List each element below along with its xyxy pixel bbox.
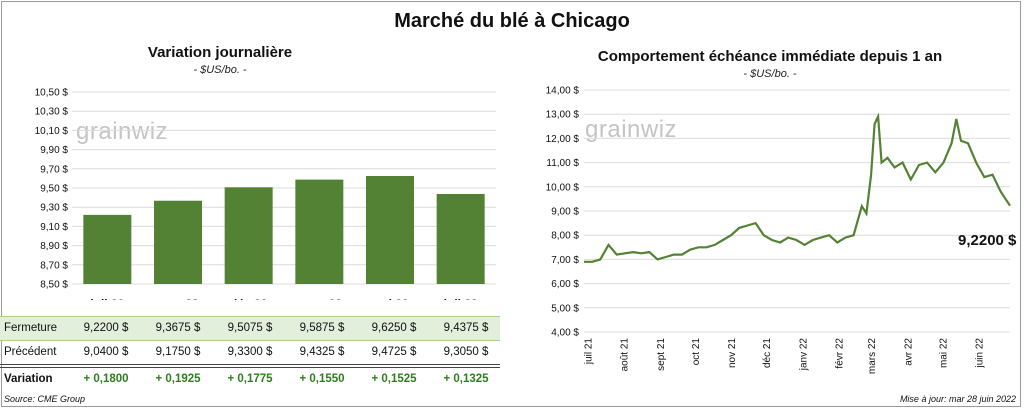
line-y-tick-label: 14,00 $ — [546, 86, 580, 97]
line-y-tick-label: 7,00 $ — [551, 255, 579, 266]
line-y-tick-label: 11,00 $ — [546, 158, 579, 169]
left-watermark: grainwiz — [76, 118, 169, 145]
line-x-tick-label: nov 21 — [727, 338, 738, 368]
variation-cell: + 0,1925 — [155, 373, 201, 385]
bar-category-label: juil 23 — [443, 297, 478, 300]
bar-y-tick-label: 8,50 $ — [40, 280, 68, 291]
main-title: Marché du blé à Chicago — [394, 10, 630, 32]
price-line — [584, 112, 1011, 263]
line-x-tick-label: mai 22 — [938, 338, 949, 368]
close-cell: 9,4375 $ — [443, 322, 489, 334]
line-x-tick-label: juil 21 — [584, 338, 595, 366]
bar — [83, 214, 132, 284]
line-y-tick-label: 8,00 $ — [551, 231, 579, 242]
left-panel-title: Variation journalière — [147, 44, 293, 61]
line-x-tick-label: avr 22 — [903, 338, 914, 366]
update-note: Mise à jour: mar 28 juin 2022 — [899, 394, 1016, 404]
bar-category-label: mai 23 — [371, 297, 409, 300]
variation-cell: + 0,1550 — [299, 373, 345, 385]
variation-row: Variation + 0,1800 + 0,1925 + 0,1775 + 0… — [0, 367, 500, 391]
previous-cell: 9,0400 $ — [83, 346, 129, 358]
close-row: Fermeture 9,2200 $ 9,3675 $ 9,5075 $ 9,5… — [0, 316, 500, 341]
variation-label: Variation — [4, 373, 53, 385]
bar-chart: 10,50 $ 10,30 $ 10,10 $ 9,90 $ 9,70 $ 9,50 $ 9… — [35, 88, 496, 300]
variation-cell: + 0,1525 — [371, 373, 417, 385]
line-x-tick-label: janv 22 — [798, 338, 809, 372]
previous-cell: 9,3050 $ — [443, 346, 489, 358]
line-y-tick-label: 13,00 $ — [546, 110, 580, 121]
line-y-tick-label: 6,00 $ — [551, 279, 579, 290]
bar-category-label: sept 22 — [157, 297, 199, 300]
previous-cell: 9,4325 $ — [299, 346, 345, 358]
bar-y-tick-label: 9,70 $ — [40, 164, 68, 175]
line-chart: 14,00 $ 13,00 $ 12,00 $ 11,00 $ 10,00 $ 9,00 … — [546, 86, 1011, 375]
line-x-tick-label: mars 22 — [867, 338, 878, 375]
close-cell: 9,5075 $ — [227, 322, 273, 334]
bar-y-tick-label: 10,30 $ — [35, 107, 69, 118]
line-y-tick-label: 5,00 $ — [551, 303, 579, 314]
bar-y-tick-label: 9,30 $ — [40, 203, 68, 214]
bar-category-label: mars 23 — [297, 297, 343, 300]
bar-category-label: juil 22 — [89, 297, 124, 300]
line-x-tick-label: juin 22 — [974, 338, 985, 369]
line-y-tick-label: 10,00 $ — [546, 182, 580, 193]
close-cell: 9,5875 $ — [299, 322, 345, 334]
line-x-tick-label: août 21 — [620, 338, 631, 372]
bar-y-tick-label: 10,50 $ — [35, 88, 69, 99]
bar — [436, 194, 485, 284]
bar-y-tick-label: 9,10 $ — [40, 222, 68, 233]
source-note: Source: CME Group — [4, 394, 86, 404]
right-unit: - $US/bo. - — [743, 68, 797, 80]
previous-label: Précédent — [4, 346, 57, 358]
bar-y-tick-label: 8,70 $ — [40, 260, 68, 271]
line-x-tick-label: févr 22 — [834, 338, 845, 369]
previous-cell: 9,1750 $ — [155, 346, 201, 358]
close-label: Fermeture — [4, 322, 58, 334]
variation-cell: + 0,1325 — [443, 373, 489, 385]
bar-y-tick-label: 10,10 $ — [35, 126, 69, 137]
close-cell: 9,2200 $ — [83, 322, 129, 334]
close-cell: 9,6250 $ — [371, 322, 417, 334]
bar — [154, 200, 202, 284]
line-y-tick-label: 12,00 $ — [546, 134, 580, 145]
bar-y-tick-label: 9,90 $ — [40, 145, 68, 156]
line-x-tick-label: oct 21 — [691, 338, 702, 366]
bar-category-label: déc 22 — [230, 297, 268, 300]
bar — [224, 187, 273, 284]
bar — [366, 176, 414, 284]
left-unit: - $US/bo. - — [193, 64, 247, 76]
previous-row: Précédent 9,0400 $ 9,1750 $ 9,3300 $ 9,4… — [0, 341, 500, 365]
previous-cell: 9,4725 $ — [371, 346, 417, 358]
line-y-tick-label: 9,00 $ — [551, 207, 579, 218]
right-panel-title: Comportement échéance immédiate depuis 1… — [597, 48, 943, 65]
previous-cell: 9,3300 $ — [227, 346, 273, 358]
bar-y-tick-label: 8,90 $ — [40, 241, 68, 252]
close-cell: 9,3675 $ — [155, 322, 201, 334]
line-x-tick-label: sept 21 — [656, 338, 667, 371]
last-value-label: 9,2200 $ — [958, 232, 1017, 249]
bar-y-tick-label: 9,50 $ — [40, 184, 68, 195]
bar — [295, 179, 344, 284]
line-x-tick-label: déc 21 — [762, 338, 773, 368]
variation-cell: + 0,1800 — [83, 373, 129, 385]
line-y-tick-label: 4,00 $ — [551, 328, 579, 339]
variation-cell: + 0,1775 — [227, 373, 273, 385]
